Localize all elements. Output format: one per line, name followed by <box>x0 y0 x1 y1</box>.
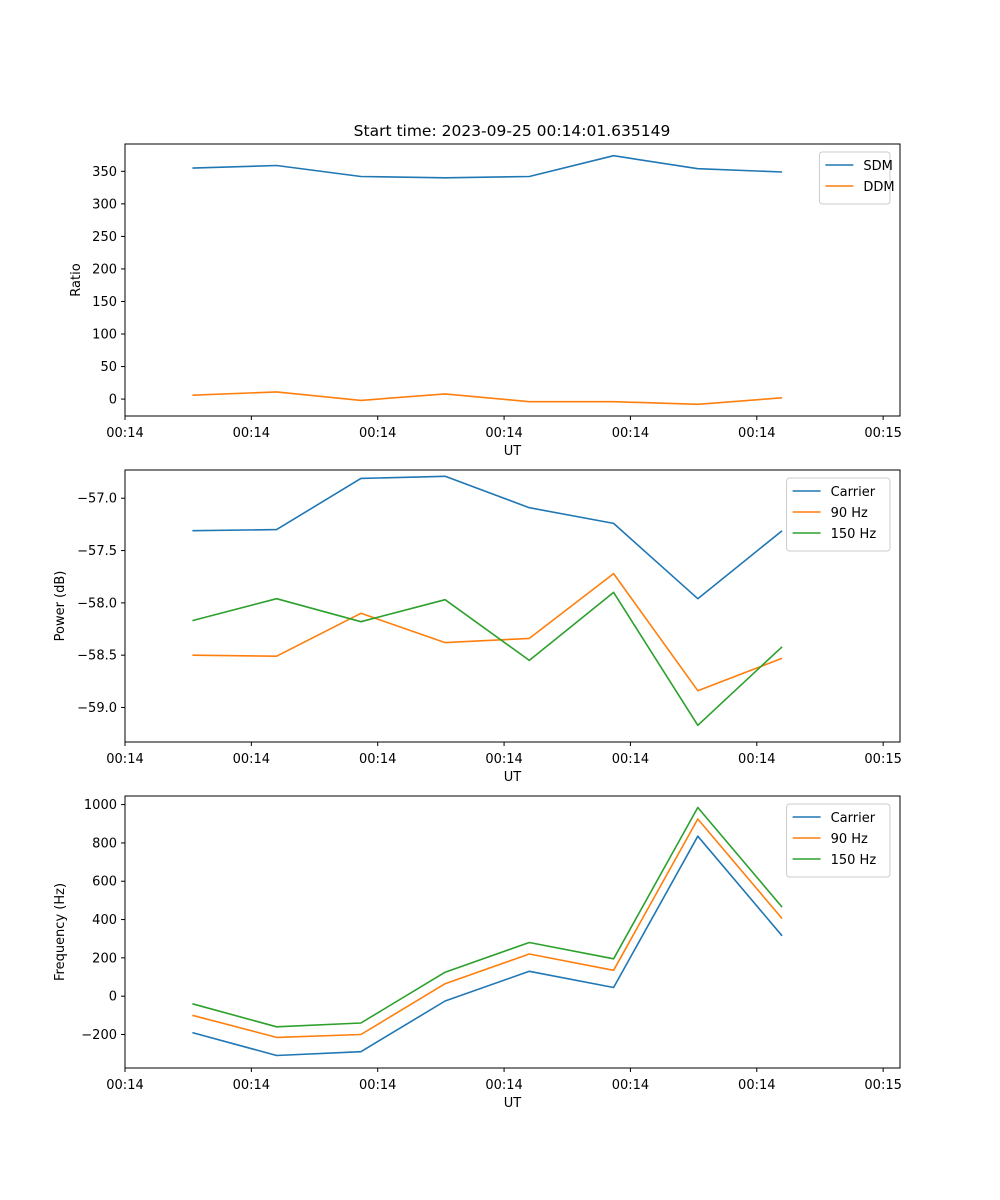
x-tick-label: 00:14 <box>485 752 522 767</box>
x-tick-label: 00:14 <box>359 426 396 441</box>
series-line-150-hz <box>192 591 783 727</box>
y-tick-label: 250 <box>92 230 117 245</box>
legend-label: DDM <box>863 180 894 195</box>
chart-title: Start time: 2023-09-25 00:14:01.635149 <box>354 122 671 140</box>
x-tick-label: 00:14 <box>485 426 522 441</box>
x-tick-label: 00:14 <box>738 426 775 441</box>
legend: Carrier 90 Hz 150 Hz <box>786 477 891 552</box>
x-axis-label: UT <box>504 444 522 459</box>
series-line-150-hz <box>192 806 783 1028</box>
legend: SDM DDM <box>818 151 895 205</box>
y-tick-label: −200 <box>81 1028 117 1043</box>
legend: Carrier 90 Hz 150 Hz <box>786 803 891 878</box>
legend-label: Carrier <box>831 485 876 500</box>
x-tick-label: 00:15 <box>864 752 901 767</box>
y-tick-label: 300 <box>92 197 117 212</box>
series-line-ddm <box>192 391 783 406</box>
subplot-1: 0 50 100 150 200 250 300 350 00:14 00:14 00:14 00:1… <box>69 143 902 459</box>
y-tick-label: −59.0 <box>77 701 117 716</box>
y-tick-label: 400 <box>92 913 117 928</box>
y-tick-label: 800 <box>92 836 117 851</box>
legend-label: 90 Hz <box>831 506 868 521</box>
legend-label: 90 Hz <box>831 832 868 847</box>
x-tick-label: 00:14 <box>612 1078 649 1093</box>
y-tick-label: 150 <box>92 295 117 310</box>
legend-label: SDM <box>863 159 892 174</box>
series-line-90-hz <box>192 572 783 692</box>
y-tick-label: −57.5 <box>77 544 117 559</box>
y-tick-label: 1000 <box>84 798 117 813</box>
x-tick-label: 00:14 <box>233 1078 270 1093</box>
x-tick-label: 00:15 <box>864 1078 901 1093</box>
x-tick-label: 00:14 <box>485 1078 522 1093</box>
y-tick-label: 50 <box>100 360 117 375</box>
y-tick-label: −58.5 <box>77 649 117 664</box>
legend-label: 150 Hz <box>831 527 877 542</box>
x-tick-label: 00:14 <box>106 1078 143 1093</box>
x-tick-label: 00:14 <box>612 426 649 441</box>
x-tick-label: 00:14 <box>359 1078 396 1093</box>
y-tick-label: 200 <box>92 262 117 277</box>
x-axis-label: UT <box>504 1096 522 1111</box>
x-tick-label: 00:14 <box>738 752 775 767</box>
y-axis-label: Power (dB) <box>53 571 68 642</box>
axes-frame <box>124 143 901 417</box>
y-tick-label: 200 <box>92 951 117 966</box>
axes-frame <box>124 795 901 1069</box>
x-tick-label: 00:14 <box>612 752 649 767</box>
axes-frame <box>124 469 901 743</box>
series-line-carrier <box>192 475 783 600</box>
y-tick-label: 350 <box>92 165 117 180</box>
x-axis-label: UT <box>504 770 522 785</box>
subplot-3: −200 0 200 400 600 800 1000 00:14 00:14 00:14 00:1… <box>53 795 902 1111</box>
x-tick-label: 00:14 <box>738 1078 775 1093</box>
y-tick-label: 600 <box>92 875 117 890</box>
legend-label: 150 Hz <box>831 853 877 868</box>
x-tick-label: 00:14 <box>233 426 270 441</box>
y-axis-label: Ratio <box>69 263 84 296</box>
series-line-90-hz <box>192 818 783 1039</box>
legend-label: Carrier <box>831 811 876 826</box>
y-tick-label: −58.0 <box>77 596 117 611</box>
y-tick-label: −57.0 <box>77 492 117 507</box>
x-tick-label: 00:14 <box>233 752 270 767</box>
subplots: 0 50 100 150 200 250 300 350 00:14 00:14 00:14 00:1… <box>53 143 902 1111</box>
y-tick-label: 0 <box>109 393 117 408</box>
y-tick-label: 0 <box>109 990 117 1005</box>
x-tick-label: 00:14 <box>106 426 143 441</box>
y-axis-label: Frequency (Hz) <box>53 883 68 981</box>
series-line-sdm <box>192 154 783 179</box>
x-tick-label: 00:15 <box>864 426 901 441</box>
x-tick-label: 00:14 <box>106 752 143 767</box>
y-tick-label: 100 <box>92 328 117 343</box>
x-tick-label: 00:14 <box>359 752 396 767</box>
series-line-carrier <box>192 835 783 1057</box>
subplot-2: −59.0 −58.5 −58.0 −57.5 −57.0 00:14 00:14 00:14… <box>53 469 902 785</box>
